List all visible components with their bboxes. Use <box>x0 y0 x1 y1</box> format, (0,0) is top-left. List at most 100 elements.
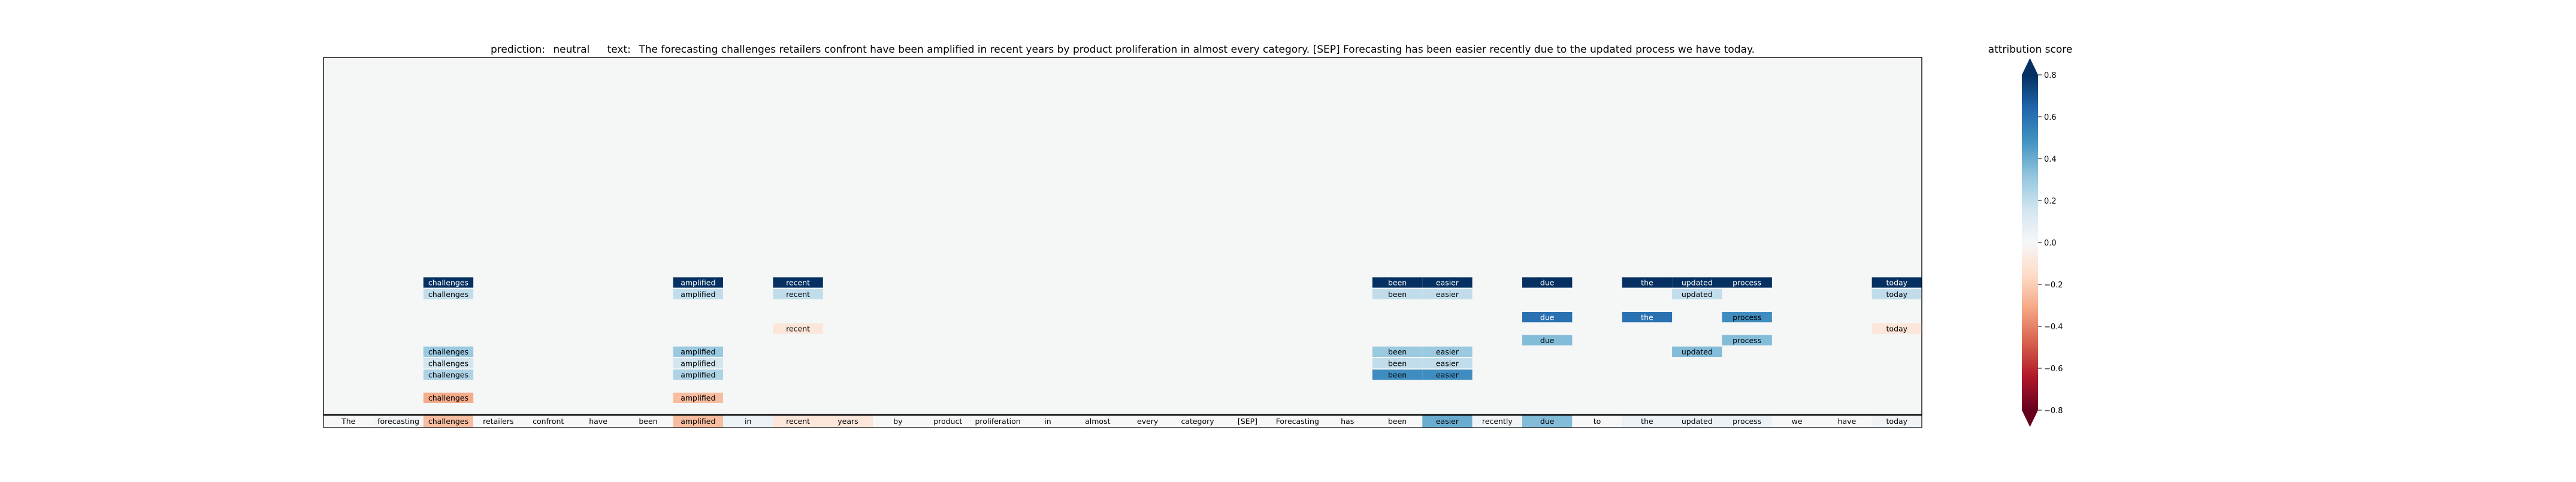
token-cell <box>373 415 424 428</box>
layer-cell-label: process <box>1733 278 1761 287</box>
layer-cell <box>1522 312 1573 323</box>
layer-cell <box>1372 369 1423 380</box>
token-label: confront <box>533 417 564 426</box>
token-label: amplified <box>681 417 715 426</box>
layer-cell-label: due <box>1540 278 1555 287</box>
layer-cell-label: updated <box>1682 278 1713 287</box>
layer-cell <box>1871 277 1922 288</box>
colorbar-extend-max <box>2022 58 2038 75</box>
prediction-label: prediction: <box>491 44 545 56</box>
layer-cell-label: challenges <box>428 278 468 287</box>
token-label: forecasting <box>377 417 419 426</box>
layer-cell <box>1422 277 1473 288</box>
colorbar-tick-label: 0.2 <box>2044 197 2057 206</box>
token-cell <box>473 415 524 428</box>
layer-cell-label: challenges <box>428 290 468 299</box>
text-label: text: <box>607 44 631 56</box>
token-cell <box>623 415 673 428</box>
layer-cell-label: easier <box>1436 290 1459 299</box>
layer-cell <box>1622 312 1673 323</box>
token-label: easier <box>1436 417 1459 426</box>
layer-cell-label: easier <box>1436 359 1459 368</box>
token-label: have <box>589 417 607 426</box>
layer-cell <box>1372 289 1423 299</box>
token-label: by <box>893 417 903 426</box>
token-cell <box>923 415 973 428</box>
layer-cell <box>1672 346 1722 357</box>
layer-cell <box>1722 312 1772 323</box>
token-cell <box>1472 415 1522 428</box>
layer-cell-label: challenges <box>428 371 468 380</box>
layer-cell-label: been <box>1388 290 1407 299</box>
layer-cell-label: been <box>1388 371 1407 380</box>
layer-cell <box>1522 335 1573 345</box>
layer-cell <box>1722 277 1772 288</box>
token-label: category <box>1181 417 1214 426</box>
token-label: retailers <box>483 417 513 426</box>
token-cell <box>1322 415 1372 428</box>
token-label: we <box>1792 417 1803 426</box>
colorbar-tick-label: −0.2 <box>2044 281 2063 290</box>
token-label: due <box>1540 417 1555 426</box>
layer-cell <box>673 358 723 369</box>
token-label: have <box>1838 417 1857 426</box>
token-cell <box>773 415 823 428</box>
layer-cell <box>1672 289 1722 299</box>
layer-cell <box>673 346 723 357</box>
layer-cell <box>673 369 723 380</box>
layer-cell-label: updated <box>1682 290 1713 299</box>
token-label: today <box>1886 417 1908 426</box>
token-label: been <box>1388 417 1407 426</box>
layer-cell <box>1372 277 1423 288</box>
token-label: has <box>1341 417 1354 426</box>
layer-cell <box>1372 358 1423 369</box>
token-cell <box>1722 415 1772 428</box>
token-cell <box>1372 415 1423 428</box>
layer-cell <box>423 289 474 299</box>
token-label: years <box>837 417 858 426</box>
token-label: almost <box>1085 417 1110 426</box>
text-value: The forecasting challenges retailers con… <box>638 44 1755 56</box>
layer-cell-label: challenges <box>428 359 468 368</box>
token-cell <box>1023 415 1073 428</box>
token-label: to <box>1594 417 1601 426</box>
token-cell <box>1771 415 1822 428</box>
layer-cell-label: amplified <box>681 278 715 287</box>
token-cell <box>1871 415 1922 428</box>
token-label: the <box>1641 417 1653 426</box>
token-label: proliferation <box>975 417 1020 426</box>
layer-cell-label: challenges <box>428 393 468 402</box>
token-cell <box>673 415 723 428</box>
layer-cell-label: process <box>1733 313 1761 322</box>
layer-cell-label: today <box>1886 290 1908 299</box>
token-cell <box>423 415 474 428</box>
token-cell <box>1172 415 1223 428</box>
layer-cell-label: amplified <box>681 371 715 380</box>
layer-cell-label: updated <box>1682 347 1713 356</box>
token-cell <box>823 415 873 428</box>
colorbar-title: attribution score <box>1988 44 2073 56</box>
layer-cell-label: recent <box>786 290 810 299</box>
layer-cell <box>423 392 474 403</box>
colorbar: 0.8 0.6 0.4 0.2 0.0 −0.2 −0.4 −0.6 −0.8 <box>2022 58 2063 427</box>
layer-cell-label: due <box>1540 313 1555 322</box>
layer-cell <box>423 277 474 288</box>
token-label: product <box>933 417 962 426</box>
layer-cell-label: today <box>1886 278 1908 287</box>
colorbar-tick-label: −0.6 <box>2044 365 2063 374</box>
layer-cell <box>1622 277 1673 288</box>
colorbar-tick-label: −0.8 <box>2044 407 2063 416</box>
layer-cells: challenges amplified challenges amplified be… <box>423 277 1922 403</box>
layer-cell-label: process <box>1733 336 1761 345</box>
layer-cell-label: the <box>1641 278 1653 287</box>
layer-cell <box>1871 323 1922 334</box>
colorbar-gradient <box>2022 75 2038 410</box>
layer-cell-label: easier <box>1436 347 1459 356</box>
token-label: [SEP] <box>1238 417 1257 426</box>
colorbar-tick-label: 0.8 <box>2044 71 2057 80</box>
layer-cell <box>423 358 474 369</box>
layer-cell-label: been <box>1388 359 1407 368</box>
colorbar-extend-min <box>2022 410 2038 427</box>
layer-cell-label: recent <box>786 325 810 334</box>
